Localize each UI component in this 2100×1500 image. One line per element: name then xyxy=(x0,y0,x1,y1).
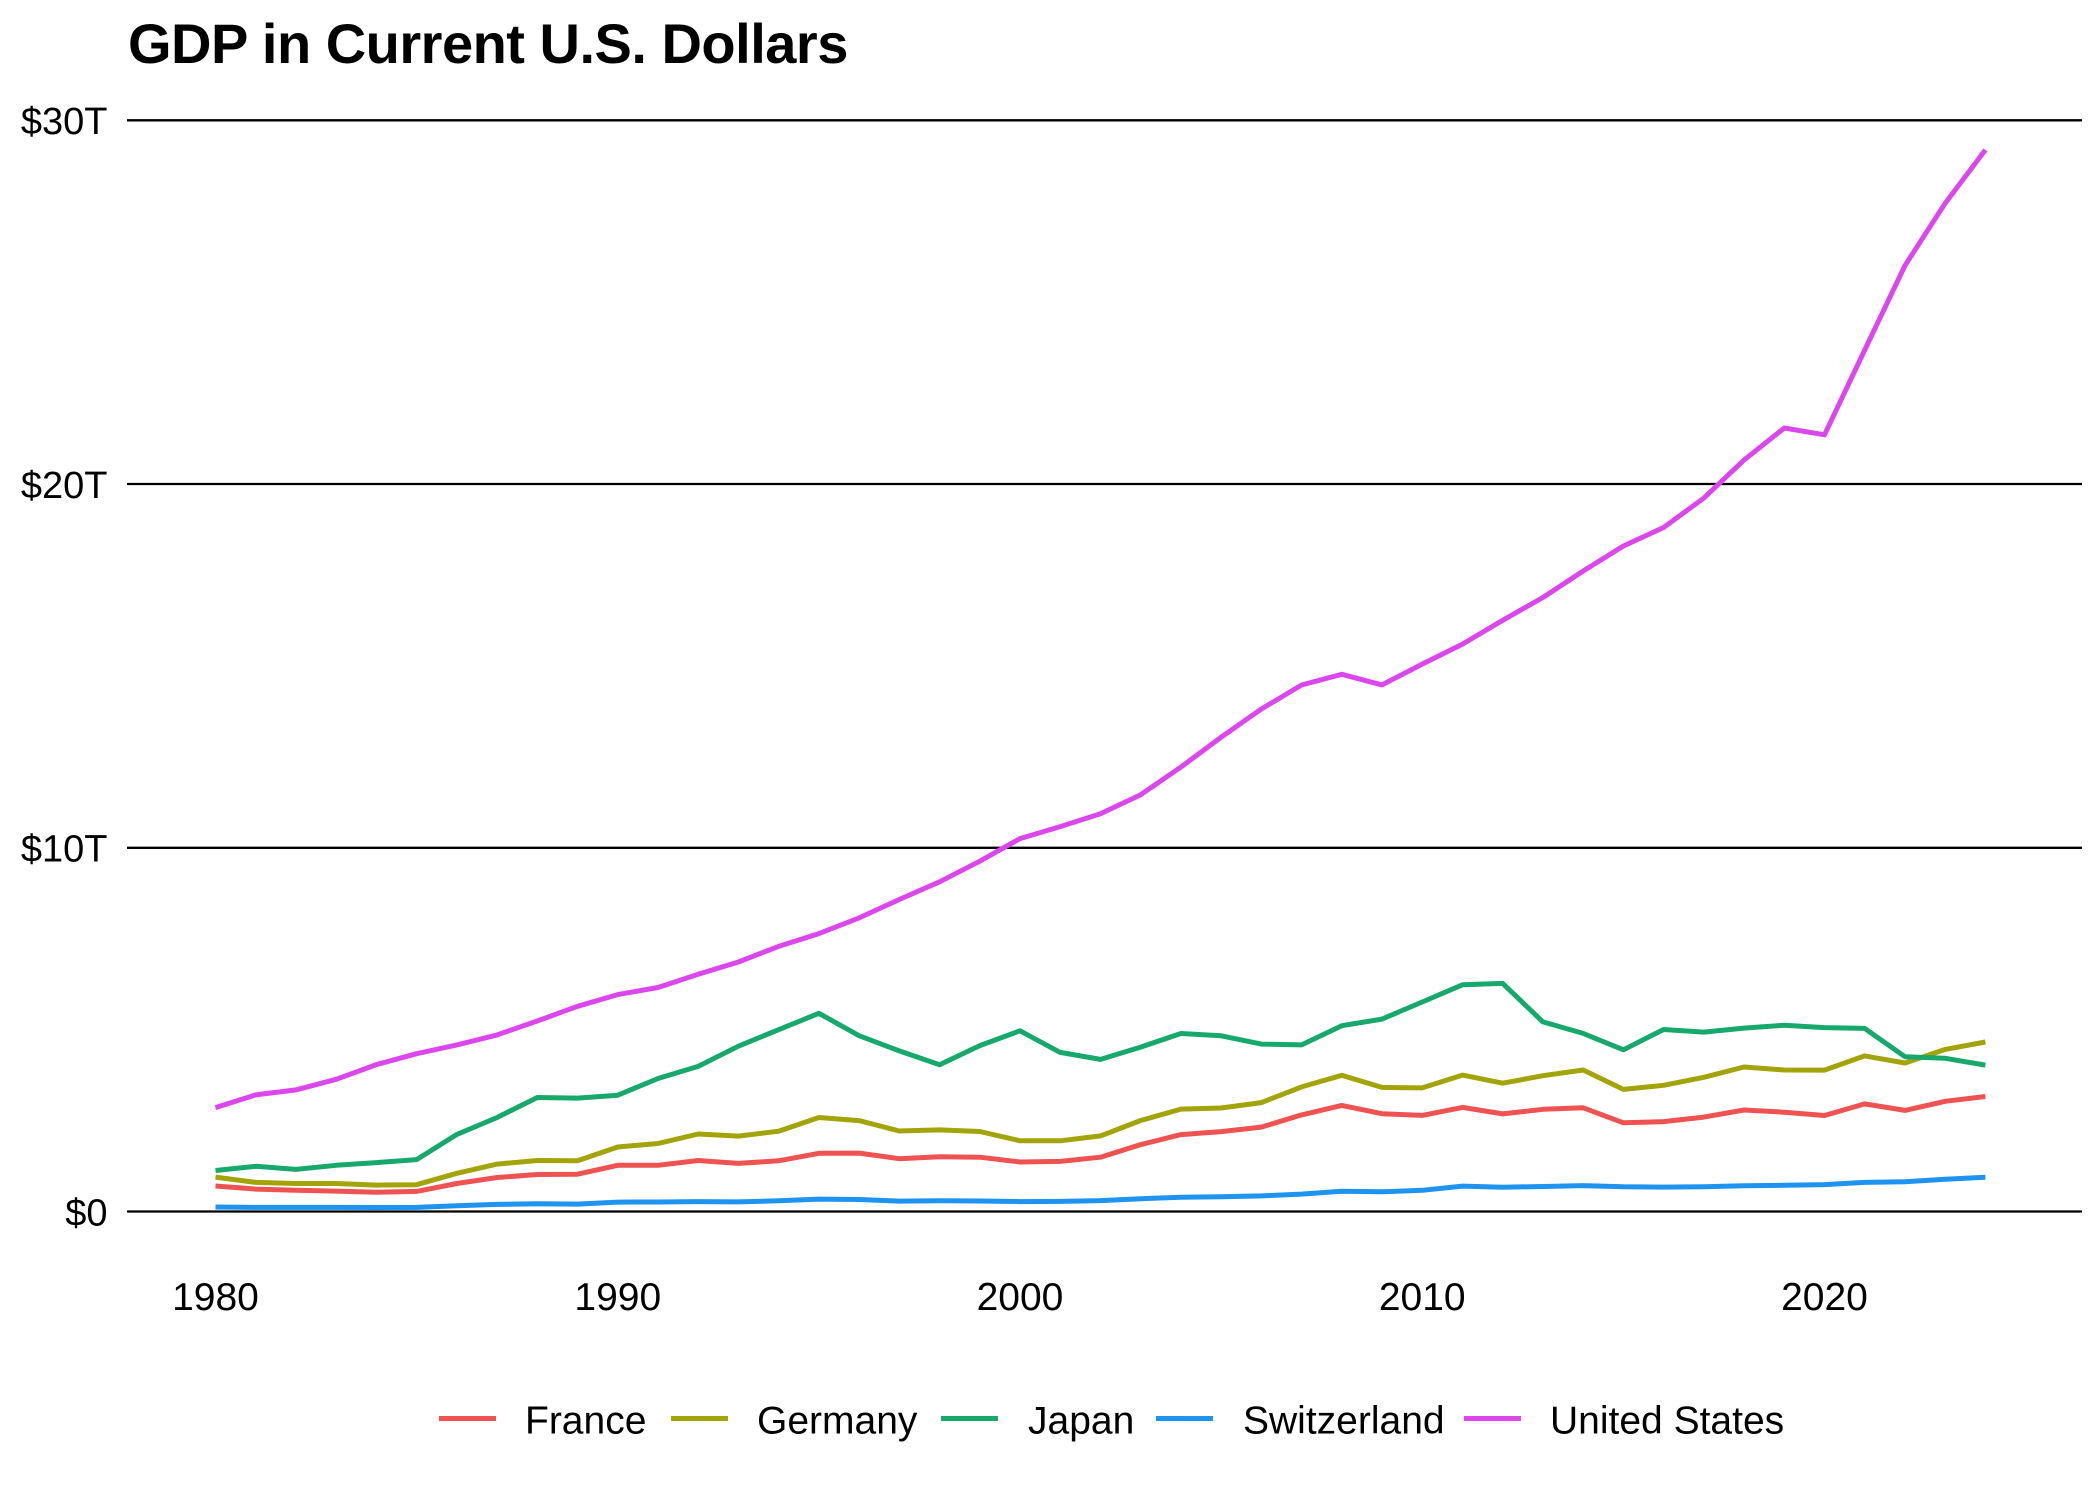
svg-text:2000: 2000 xyxy=(977,1276,1064,1319)
svg-text:1990: 1990 xyxy=(574,1276,661,1319)
svg-text:Switzerland: Switzerland xyxy=(1243,1400,1445,1443)
svg-text:Japan: Japan xyxy=(1028,1400,1134,1443)
svg-text:2020: 2020 xyxy=(1781,1276,1868,1319)
svg-text:$30T: $30T xyxy=(21,101,108,143)
svg-text:$20T: $20T xyxy=(21,465,108,507)
svg-text:2010: 2010 xyxy=(1379,1276,1466,1319)
svg-text:United States: United States xyxy=(1550,1400,1784,1443)
svg-text:$0: $0 xyxy=(65,1192,107,1234)
svg-text:1980: 1980 xyxy=(172,1276,259,1319)
svg-text:France: France xyxy=(525,1400,646,1443)
svg-text:GDP in Current U.S. Dollars: GDP in Current U.S. Dollars xyxy=(128,12,848,75)
svg-text:Germany: Germany xyxy=(757,1400,918,1443)
svg-text:$10T: $10T xyxy=(21,829,108,871)
